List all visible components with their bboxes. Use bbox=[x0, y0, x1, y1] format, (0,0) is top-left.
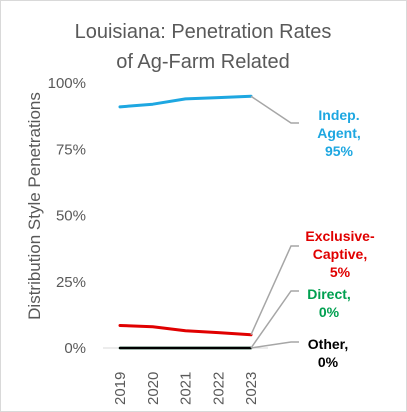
y-tick-label: 75% bbox=[56, 141, 86, 158]
leader-line-exclusive-captive bbox=[250, 245, 299, 336]
chart-title-line-1: Louisiana: Penetration Rates bbox=[75, 21, 332, 43]
y-tick-label: 25% bbox=[56, 274, 86, 291]
x-tick-label: 2023 bbox=[243, 372, 260, 405]
y-tick-label: 100% bbox=[48, 75, 86, 92]
series-line-indep-agent bbox=[118, 94, 253, 109]
data-label-direct: Direct, 0% bbox=[307, 286, 351, 320]
data-label-exclusive-captive: Exclusive-Captive, 5% bbox=[305, 228, 375, 280]
leader-line-indep-agent bbox=[250, 95, 299, 124]
x-tick-label: 2021 bbox=[178, 372, 195, 405]
y-axis-label: Distribution Style Penetrations bbox=[25, 92, 44, 320]
leader-line-other bbox=[250, 341, 299, 349]
data-label-indep-agent: Indep. Agent, 95% bbox=[317, 107, 361, 159]
chart-title-line-2: of Ag-Farm Related bbox=[116, 51, 289, 73]
data-label-other: Other, 0% bbox=[308, 336, 348, 370]
x-tick-label: 2020 bbox=[145, 372, 162, 405]
series-line-exclusive-captive bbox=[118, 323, 253, 337]
y-tick-label: 0% bbox=[64, 340, 86, 357]
x-tick-label: 2022 bbox=[210, 372, 227, 405]
leader-line-direct bbox=[250, 290, 299, 349]
x-tick-label: 2019 bbox=[112, 372, 129, 405]
y-tick-label: 50% bbox=[56, 208, 86, 225]
